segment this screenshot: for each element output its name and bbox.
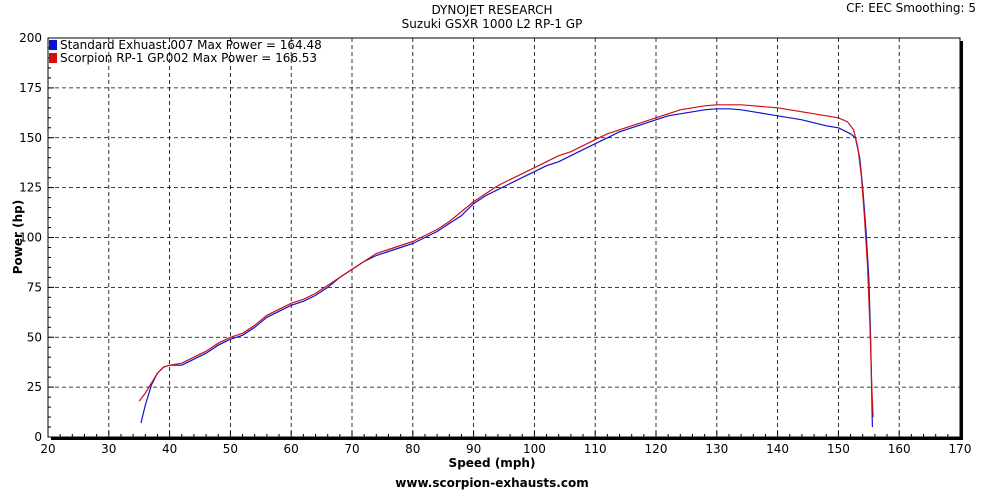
cf-smoothing-info: CF: EEC Smoothing: 5 — [846, 1, 976, 15]
legend-entry-scorpion: Scorpion RP-1 GP.002 Max Power = 166.53 — [49, 51, 317, 65]
x-axis-label: Speed (mph) — [448, 456, 536, 470]
y-axis-label: Power (hp) — [11, 199, 25, 275]
x-tick-label: 130 — [705, 442, 728, 456]
x-tick-label: 120 — [645, 442, 668, 456]
y-tick-label: 75 — [27, 280, 42, 294]
x-tick-label: 90 — [466, 442, 481, 456]
legend-entry-standard: Standard Exhuast.007 Max Power = 164.48 — [49, 38, 322, 52]
x-tick-label: 30 — [101, 442, 116, 456]
x-tick-label: 40 — [162, 442, 177, 456]
y-tick-label: 50 — [27, 330, 42, 344]
y-tick-label: 150 — [19, 131, 42, 145]
series-line-0 — [140, 108, 873, 428]
chart-subtitle: Suzuki GSXR 1000 L2 RP-1 GP — [401, 17, 583, 31]
x-tick-label: 170 — [949, 442, 972, 456]
x-tick-label: 100 — [523, 442, 546, 456]
y-tick-label: 100 — [19, 231, 42, 245]
x-tick-label: 60 — [284, 442, 299, 456]
x-tick-label: 80 — [405, 442, 420, 456]
y-tick-label: 175 — [19, 81, 42, 95]
x-tick-label: 110 — [584, 442, 607, 456]
y-tick-label: 25 — [27, 380, 42, 394]
x-tick-label: 160 — [888, 442, 911, 456]
chart-title: DYNOJET RESEARCH — [431, 3, 553, 17]
legend-swatch-blue — [49, 40, 57, 50]
website-footer: www.scorpion-exhausts.com — [395, 476, 589, 490]
x-tick-label: 50 — [223, 442, 238, 456]
legend-label-standard: Standard Exhuast.007 Max Power = 164.48 — [60, 38, 322, 52]
y-tick-label: 125 — [19, 181, 42, 195]
y-tick-label: 200 — [19, 31, 42, 45]
legend-label-scorpion: Scorpion RP-1 GP.002 Max Power = 166.53 — [60, 51, 318, 65]
legend-swatch-red — [49, 53, 57, 63]
y-tick-label: 0 — [34, 430, 42, 444]
x-tick-label: 150 — [827, 442, 850, 456]
x-tick-label: 140 — [766, 442, 789, 456]
x-tick-label: 70 — [344, 442, 359, 456]
series-line-1 — [138, 104, 874, 418]
x-tick-label: 20 — [40, 442, 55, 456]
